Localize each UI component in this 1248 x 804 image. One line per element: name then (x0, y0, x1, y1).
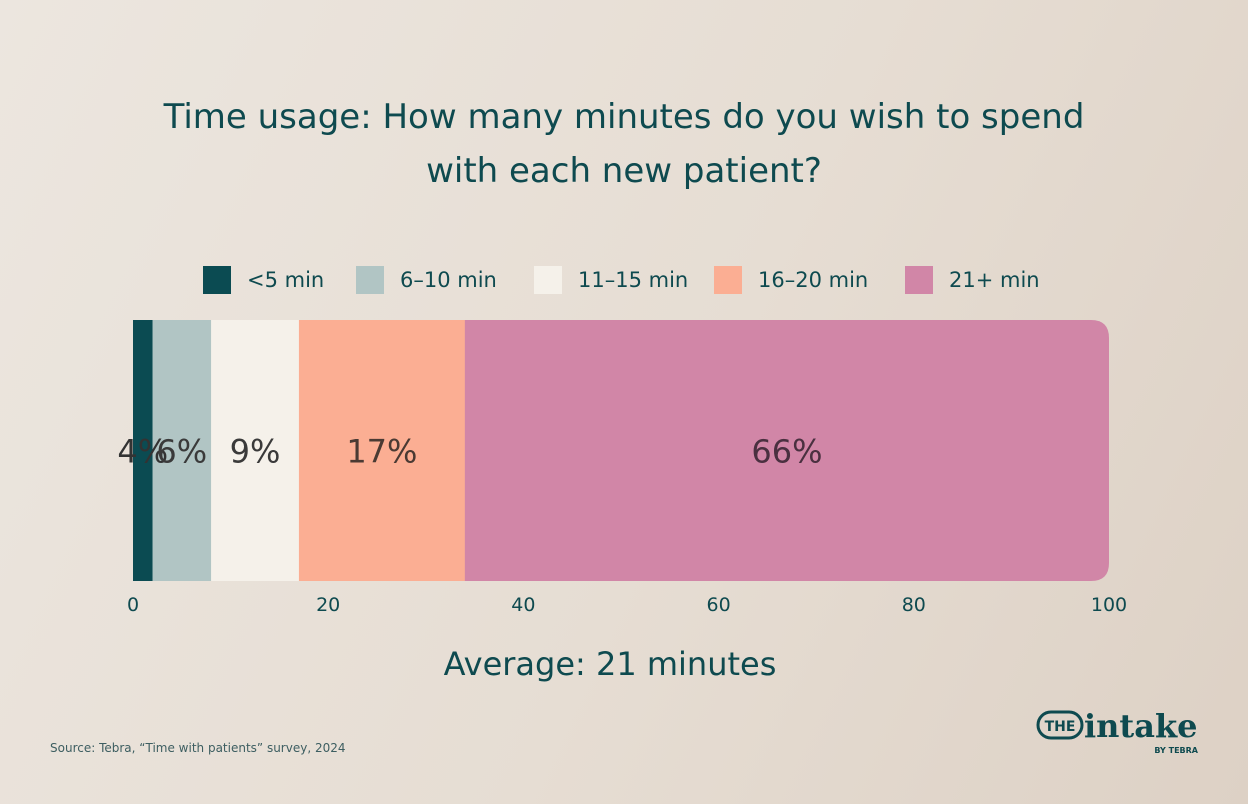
legend-item-6-10: 6–10 min (356, 263, 497, 297)
bar-value-label-1: 6% (156, 433, 207, 471)
bar-value-label-2: 9% (230, 433, 281, 471)
bar-segment-2 (211, 320, 300, 581)
x-tick-label-2: 40 (511, 594, 535, 616)
x-tick-label-4: 80 (902, 594, 926, 616)
legend-swatch-under-5 (203, 266, 231, 294)
bar-segment-3 (298, 320, 466, 581)
logo-by-tebra-text: BY TEBRA (1154, 746, 1198, 755)
bar-value-label-0: 4% (117, 433, 168, 471)
legend-label-16-20: 16–20 min (758, 268, 869, 292)
chart-title-line-1: Time usage: How many minutes do you wish… (163, 97, 1085, 137)
x-tick-label-3: 60 (707, 594, 731, 616)
legend-swatch-21-plus (905, 266, 933, 294)
x-tick-label-5: 100 (1091, 594, 1127, 616)
x-tick-label-0: 0 (127, 594, 139, 616)
legend-label-6-10: 6–10 min (400, 268, 497, 292)
stacked-bar-chart: 4%6% 9% 17% 66% 0 20 40 60 80 100 (117, 320, 1127, 616)
legend-swatch-11-15 (534, 266, 562, 294)
bar-segment-1 (152, 320, 212, 581)
legend-item-11-15: 11–15 min (534, 263, 688, 297)
legend-label-under-5: <5 min (247, 268, 325, 292)
source-note: Source: Tebra, “Time with patients” surv… (50, 741, 346, 755)
legend-item-21-plus: 21+ min (905, 263, 1040, 297)
chart-title-line-2: with each new patient? (426, 151, 822, 191)
logo-intake-text: intake (1084, 707, 1197, 745)
the-intake-logo: THE intake BY TEBRA (1036, 707, 1199, 755)
bar-segment-4 (464, 320, 1109, 581)
legend-item-16-20: 16–20 min (714, 263, 868, 297)
legend-item-under-5: <5 min (203, 263, 324, 297)
bar-segment-0 (133, 320, 154, 581)
legend-swatch-16-20 (714, 266, 742, 294)
chart-legend: <5 min 6–10 min 11–15 min 16–20 min 21+ … (0, 263, 1248, 297)
legend-swatch-6-10 (356, 266, 384, 294)
legend-label-11-15: 11–15 min (578, 268, 689, 292)
bar-value-label-3: 17% (346, 433, 417, 471)
average-label: Average: 21 minutes (443, 645, 777, 683)
logo-the-text: THE (1045, 719, 1076, 735)
legend-label-21-plus: 21+ min (949, 268, 1040, 292)
bar-value-label-4: 66% (751, 433, 822, 471)
x-tick-label-1: 20 (316, 594, 340, 616)
chart-title: Time usage: How many minutes do you wish… (124, 90, 1124, 198)
